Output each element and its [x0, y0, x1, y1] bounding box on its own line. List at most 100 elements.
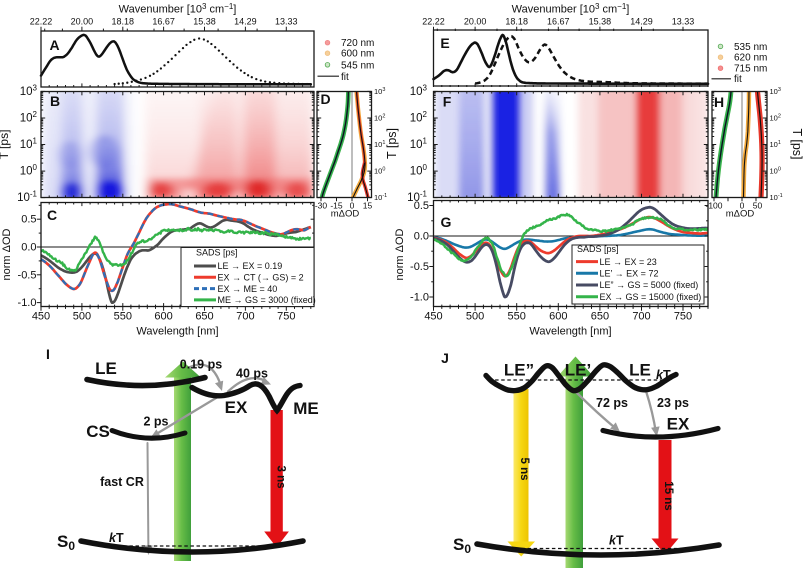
svg-text:LE → EX = 0.19: LE → EX = 0.19: [218, 261, 283, 271]
svg-text:101: 101: [770, 140, 781, 149]
svg-text:G: G: [441, 214, 452, 230]
svg-text:715 nm: 715 nm: [734, 64, 767, 75]
svg-text:Wavenumber [103 cm−1]: Wavenumber [103 cm−1]: [512, 2, 630, 16]
svg-text:13.33: 13.33: [672, 17, 695, 27]
svg-text:T [ps]: T [ps]: [0, 130, 11, 160]
svg-text:-100: -100: [705, 201, 722, 211]
svg-text:545 nm: 545 nm: [341, 60, 374, 71]
svg-text:500: 500: [73, 311, 91, 323]
svg-text:14.29: 14.29: [234, 17, 257, 27]
svg-text:700: 700: [632, 311, 650, 323]
svg-text:0.5: 0.5: [414, 200, 429, 212]
svg-text:600: 600: [154, 311, 172, 323]
svg-text:620 nm: 620 nm: [734, 53, 767, 64]
svg-text:14.29: 14.29: [630, 17, 653, 27]
svg-text:ME → GS = 3000 (fixed): ME → GS = 3000 (fixed): [218, 295, 316, 305]
svg-text:600 nm: 600 nm: [341, 49, 374, 60]
svg-text:535 nm: 535 nm: [734, 42, 767, 53]
svg-text:102: 102: [374, 114, 385, 123]
svg-text:T [ps]: T [ps]: [385, 128, 399, 159]
svg-text:0: 0: [350, 201, 355, 211]
svg-text:ME: ME: [293, 399, 319, 418]
svg-text:102: 102: [770, 114, 781, 123]
svg-text:0.0: 0.0: [414, 231, 429, 243]
svg-text:10-1: 10-1: [374, 193, 387, 202]
svg-text:mΔOD: mΔOD: [726, 209, 755, 220]
svg-text:F: F: [443, 94, 452, 110]
svg-text:100: 100: [770, 167, 781, 176]
svg-text:E: E: [440, 35, 449, 51]
svg-text:EX → GS = 15000 (fixed): EX → GS = 15000 (fixed): [600, 292, 702, 302]
svg-text:-30: -30: [315, 201, 328, 211]
svg-text:kT: kT: [109, 531, 124, 545]
svg-text:kT: kT: [609, 534, 624, 548]
svg-text:101: 101: [374, 140, 385, 149]
svg-text:A: A: [49, 37, 59, 53]
svg-text:15: 15: [363, 201, 373, 211]
svg-text:H: H: [714, 94, 724, 110]
svg-text:500: 500: [466, 311, 484, 323]
svg-text:Wavenumber [103 cm−1]: Wavenumber [103 cm−1]: [119, 2, 237, 16]
svg-text:18.18: 18.18: [112, 17, 135, 27]
svg-text:600: 600: [549, 311, 567, 323]
svg-text:LE: LE: [629, 361, 651, 380]
svg-text:20.00: 20.00: [464, 17, 487, 27]
svg-text:13.33: 13.33: [275, 17, 298, 27]
svg-text:3 ns: 3 ns: [274, 465, 286, 488]
svg-text:EX: EX: [667, 415, 690, 434]
svg-text:fit: fit: [341, 72, 349, 83]
svg-text:16.67: 16.67: [152, 17, 175, 27]
svg-text:EX → ME = 40: EX → ME = 40: [218, 284, 278, 294]
svg-text:Wavelength [nm]: Wavelength [nm]: [136, 326, 218, 338]
svg-text:22.22: 22.22: [30, 17, 53, 27]
svg-text:kT: kT: [656, 368, 671, 382]
svg-text:norm ΔOD: norm ΔOD: [394, 228, 406, 280]
svg-text:750: 750: [674, 311, 692, 323]
svg-text:750: 750: [277, 311, 295, 323]
svg-text:550: 550: [508, 311, 526, 323]
svg-text:B: B: [50, 93, 60, 109]
svg-text:CS: CS: [86, 422, 110, 441]
svg-text:EX: EX: [225, 398, 248, 417]
svg-text:C: C: [47, 207, 57, 223]
svg-text:20.00: 20.00: [71, 17, 94, 27]
svg-text:EX → CT (→ GS) = 2: EX → CT (→ GS) = 2: [218, 273, 304, 283]
svg-text:2 ps: 2 ps: [143, 415, 168, 429]
svg-text:LE”: LE”: [504, 361, 534, 380]
svg-text:Wavelength [nm]: Wavelength [nm]: [529, 326, 611, 338]
svg-text:40 ps: 40 ps: [236, 367, 268, 381]
svg-text:SADS [ps]: SADS [ps]: [577, 244, 619, 254]
svg-text:mΔOD: mΔOD: [331, 209, 360, 220]
svg-text:650: 650: [591, 311, 609, 323]
svg-text:-0.5: -0.5: [18, 269, 37, 281]
svg-text:700: 700: [236, 311, 254, 323]
svg-text:0.5: 0.5: [21, 214, 36, 226]
svg-text:720 nm: 720 nm: [341, 38, 374, 49]
svg-text:23 ps: 23 ps: [657, 396, 689, 410]
svg-text:norm ΔOD: norm ΔOD: [1, 228, 13, 280]
svg-text:0.0: 0.0: [21, 242, 36, 254]
svg-text:72 ps: 72 ps: [596, 396, 628, 410]
svg-text:SADS [ps]: SADS [ps]: [196, 248, 238, 258]
svg-text:103: 103: [374, 87, 385, 96]
svg-text:16.67: 16.67: [547, 17, 570, 27]
svg-text:fit: fit: [734, 74, 742, 85]
svg-text:T [ps]: T [ps]: [790, 128, 803, 159]
svg-text:-0.5: -0.5: [410, 261, 429, 273]
svg-text:550: 550: [114, 311, 132, 323]
svg-text:LE’: LE’: [565, 361, 591, 380]
svg-text:-1.0: -1.0: [18, 297, 37, 309]
svg-text:18.18: 18.18: [505, 17, 528, 27]
svg-text:-15: -15: [330, 201, 343, 211]
svg-text:fast CR: fast CR: [100, 475, 144, 489]
svg-text:15.38: 15.38: [589, 17, 612, 27]
svg-text:15 ns: 15 ns: [662, 481, 674, 510]
svg-text:5 ns: 5 ns: [518, 457, 530, 480]
svg-text:LE → EX = 23: LE → EX = 23: [600, 257, 657, 267]
svg-text:10-1: 10-1: [770, 193, 783, 202]
svg-text:100: 100: [374, 167, 385, 176]
svg-text:0.19 ps: 0.19 ps: [180, 358, 222, 372]
svg-text:D: D: [320, 91, 330, 107]
svg-text:22.22: 22.22: [422, 17, 445, 27]
svg-text:-1.0: -1.0: [410, 292, 429, 304]
